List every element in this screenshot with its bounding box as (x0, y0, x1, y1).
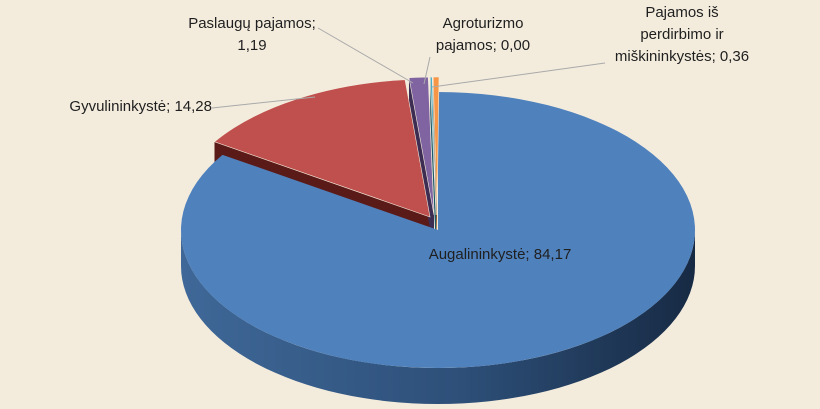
data-labels: Augalininkystė; 84,17 Gyvulininkystė; 14,… (69, 4, 749, 263)
leader-line (431, 62, 606, 88)
slice-tops (180, 76, 695, 368)
data-label: Agroturizmo pajamos; 0,00 (436, 15, 530, 54)
data-label: Augalininkystė; 84,17 (429, 246, 572, 263)
leader-line (317, 27, 414, 84)
leader-line (423, 56, 431, 85)
slice-side (181, 230, 695, 404)
data-label: Pajamos iš perdirbimo ir miškininkystės; 0… (615, 4, 749, 65)
data-label: Paslaugų pajamos; 1,19 (188, 15, 316, 54)
data-label: Gyvulininkystė; 14,28 (69, 98, 212, 115)
slice-agroturizmo-pajamos (429, 76, 437, 216)
slice-paslaug-pajamos (408, 76, 435, 216)
slice-pajamos-i-perdirbimo-ir-mi-kininkyst-s (432, 76, 440, 216)
slice-augalininkyst- (180, 92, 695, 368)
slice-wall (430, 77, 436, 251)
leader-line (211, 96, 316, 109)
